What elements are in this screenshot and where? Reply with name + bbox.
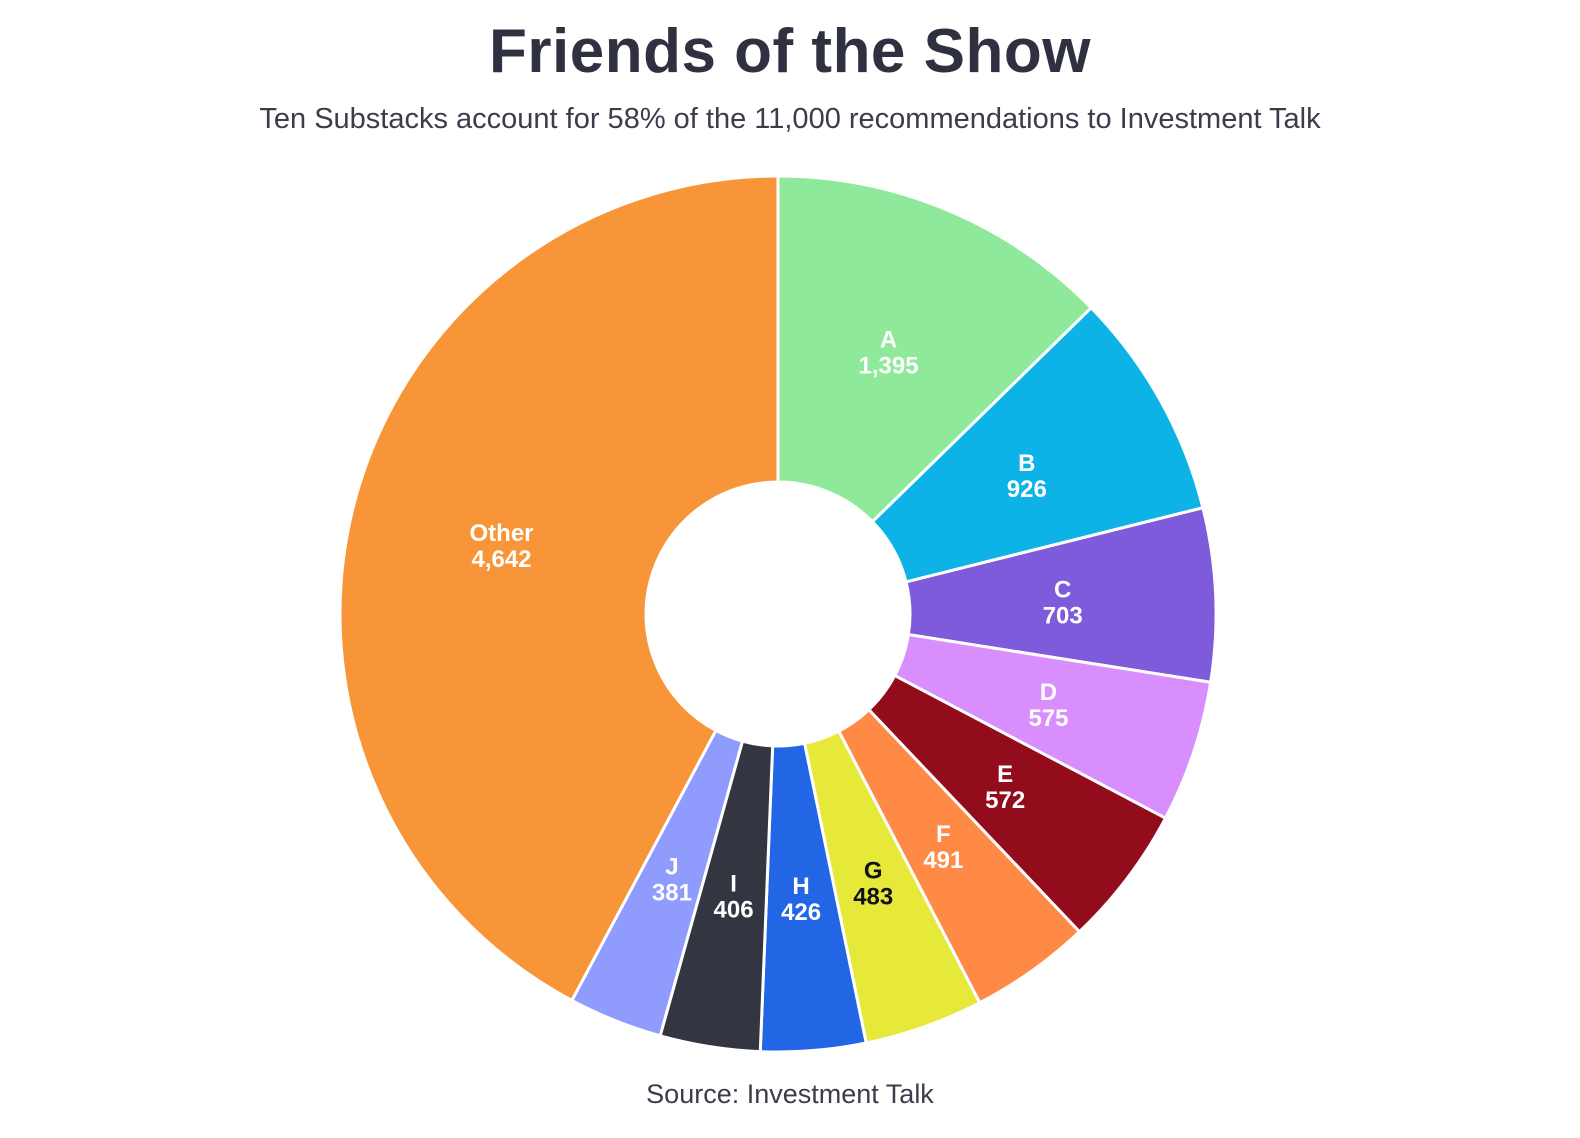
slice-label-e: E 572: [985, 761, 1025, 814]
slice-value: 491: [923, 847, 963, 874]
slice-c: [904, 506, 1218, 684]
slice-label-d: D 575: [1028, 679, 1068, 732]
chart-title: Friends of the Show: [489, 17, 1091, 86]
slice-label-i: I 406: [714, 871, 754, 924]
slice-value: 483: [853, 884, 893, 911]
slice-name: G: [864, 858, 883, 885]
slice-value: 575: [1028, 705, 1068, 732]
slice-value: 4,642: [471, 546, 531, 573]
slice-value: 426: [781, 899, 821, 926]
slice-name: B: [1018, 450, 1035, 477]
slice-name: A: [880, 326, 897, 353]
chart-subtitle: Ten Substacks account for 58% of the 11,…: [259, 103, 1321, 135]
slice-label-b: B 926: [1007, 450, 1047, 503]
donut-slices: [338, 174, 1218, 1054]
slice-name: I: [730, 871, 737, 898]
slice-name: C: [1054, 576, 1071, 603]
slice-name: Other: [470, 520, 534, 547]
slice-label-a: A 1,395: [859, 326, 919, 379]
slice-label-c: C 703: [1043, 576, 1083, 629]
slice-value: 1,395: [859, 352, 919, 379]
slice-value: 406: [714, 897, 754, 924]
slice-name: J: [665, 854, 678, 881]
slice-value: 572: [985, 787, 1025, 814]
slice-label-f: F 491: [923, 821, 963, 874]
slice-a: [776, 174, 1093, 524]
slice-name: F: [936, 821, 951, 848]
slice-b: [870, 306, 1205, 584]
source-note: Source: Investment Talk: [646, 1079, 934, 1109]
slice-label-j: J 381: [652, 854, 692, 907]
slice-name: D: [1040, 679, 1057, 706]
slice-value: 381: [652, 880, 692, 907]
slice-value: 703: [1043, 602, 1083, 629]
slice-name: H: [792, 873, 809, 900]
slice-label-h: H 426: [781, 873, 821, 926]
slice-label-g: G 483: [853, 858, 893, 911]
slice-other: [338, 174, 780, 1002]
slice-name: E: [997, 761, 1013, 788]
slice-label-other: Other 4,642: [470, 520, 534, 573]
slice-value: 926: [1007, 476, 1047, 503]
